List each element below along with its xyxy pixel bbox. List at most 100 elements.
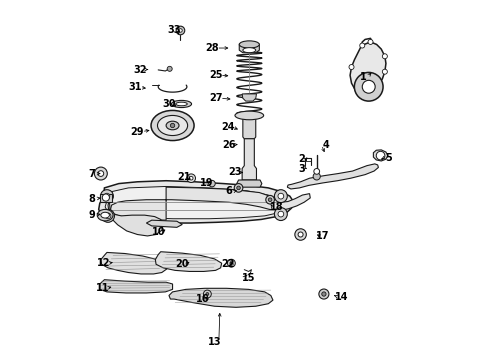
Circle shape bbox=[104, 193, 110, 199]
Circle shape bbox=[368, 40, 373, 44]
Ellipse shape bbox=[239, 41, 259, 48]
Polygon shape bbox=[237, 180, 262, 187]
Polygon shape bbox=[242, 139, 256, 180]
Polygon shape bbox=[350, 42, 386, 94]
Polygon shape bbox=[101, 252, 167, 274]
Circle shape bbox=[190, 176, 193, 180]
Circle shape bbox=[274, 208, 287, 221]
Polygon shape bbox=[239, 44, 259, 53]
Text: 7: 7 bbox=[88, 168, 95, 179]
Text: 1: 1 bbox=[360, 72, 367, 82]
Circle shape bbox=[203, 290, 211, 298]
Text: 10: 10 bbox=[151, 227, 165, 237]
Text: 22: 22 bbox=[221, 259, 235, 269]
Polygon shape bbox=[169, 288, 273, 307]
Ellipse shape bbox=[243, 48, 256, 53]
Text: 27: 27 bbox=[209, 93, 222, 103]
Text: 28: 28 bbox=[205, 43, 219, 53]
Text: 13: 13 bbox=[208, 337, 221, 347]
Text: 26: 26 bbox=[222, 140, 236, 150]
Circle shape bbox=[237, 186, 240, 190]
Text: 31: 31 bbox=[129, 82, 143, 93]
Polygon shape bbox=[155, 252, 221, 271]
Text: 11: 11 bbox=[96, 283, 109, 293]
Text: 8: 8 bbox=[88, 194, 95, 204]
Text: 3: 3 bbox=[298, 163, 305, 174]
Circle shape bbox=[171, 123, 175, 128]
Ellipse shape bbox=[97, 210, 113, 221]
Text: 32: 32 bbox=[134, 64, 147, 75]
Circle shape bbox=[382, 69, 388, 74]
Text: 17: 17 bbox=[317, 231, 330, 240]
Circle shape bbox=[266, 195, 274, 204]
Ellipse shape bbox=[166, 121, 179, 130]
Circle shape bbox=[167, 66, 172, 71]
Circle shape bbox=[274, 190, 287, 203]
Circle shape bbox=[319, 289, 329, 299]
Ellipse shape bbox=[235, 111, 264, 120]
Polygon shape bbox=[242, 94, 256, 101]
Polygon shape bbox=[105, 186, 284, 219]
Text: 4: 4 bbox=[322, 140, 329, 150]
Text: 12: 12 bbox=[97, 258, 110, 268]
Circle shape bbox=[101, 210, 115, 222]
Circle shape bbox=[314, 168, 319, 174]
Ellipse shape bbox=[157, 116, 188, 135]
Polygon shape bbox=[147, 220, 182, 227]
Circle shape bbox=[102, 194, 109, 201]
Circle shape bbox=[278, 211, 284, 217]
Ellipse shape bbox=[151, 111, 194, 140]
Polygon shape bbox=[100, 280, 172, 293]
Circle shape bbox=[230, 262, 233, 265]
Polygon shape bbox=[243, 116, 256, 139]
Circle shape bbox=[100, 190, 113, 203]
Ellipse shape bbox=[176, 102, 187, 106]
Circle shape bbox=[187, 174, 196, 183]
Circle shape bbox=[176, 26, 185, 35]
Circle shape bbox=[227, 259, 235, 267]
Text: 23: 23 bbox=[228, 167, 242, 177]
Circle shape bbox=[349, 64, 354, 69]
Polygon shape bbox=[100, 194, 112, 202]
Ellipse shape bbox=[101, 212, 109, 218]
Circle shape bbox=[98, 171, 104, 176]
Circle shape bbox=[269, 198, 272, 202]
Circle shape bbox=[209, 180, 215, 187]
Ellipse shape bbox=[172, 100, 192, 108]
Circle shape bbox=[105, 213, 111, 219]
Text: 20: 20 bbox=[175, 259, 189, 269]
Polygon shape bbox=[98, 181, 294, 223]
Circle shape bbox=[354, 72, 383, 101]
Text: 25: 25 bbox=[209, 70, 222, 80]
Text: 6: 6 bbox=[225, 186, 232, 197]
Text: 15: 15 bbox=[242, 273, 255, 283]
Text: 5: 5 bbox=[385, 153, 392, 163]
Text: 33: 33 bbox=[167, 25, 181, 35]
Circle shape bbox=[382, 54, 388, 59]
Text: 30: 30 bbox=[162, 99, 176, 109]
Circle shape bbox=[206, 293, 209, 296]
Polygon shape bbox=[111, 187, 310, 220]
Text: 21: 21 bbox=[177, 172, 191, 182]
Polygon shape bbox=[373, 150, 388, 161]
Circle shape bbox=[298, 232, 303, 237]
Text: 9: 9 bbox=[88, 210, 95, 220]
Text: 14: 14 bbox=[335, 292, 348, 302]
Circle shape bbox=[234, 184, 243, 192]
Circle shape bbox=[362, 80, 375, 93]
Circle shape bbox=[278, 193, 284, 199]
Text: 19: 19 bbox=[199, 178, 213, 188]
Text: 29: 29 bbox=[131, 127, 144, 136]
Text: 18: 18 bbox=[270, 202, 283, 212]
Circle shape bbox=[295, 229, 306, 240]
Circle shape bbox=[376, 151, 385, 160]
Text: 24: 24 bbox=[221, 122, 235, 132]
Circle shape bbox=[179, 29, 182, 32]
Text: 16: 16 bbox=[196, 294, 209, 304]
Polygon shape bbox=[108, 201, 163, 236]
Polygon shape bbox=[287, 164, 378, 189]
Text: 2: 2 bbox=[298, 154, 305, 164]
Circle shape bbox=[95, 167, 107, 180]
Circle shape bbox=[313, 173, 320, 180]
Circle shape bbox=[322, 292, 326, 296]
